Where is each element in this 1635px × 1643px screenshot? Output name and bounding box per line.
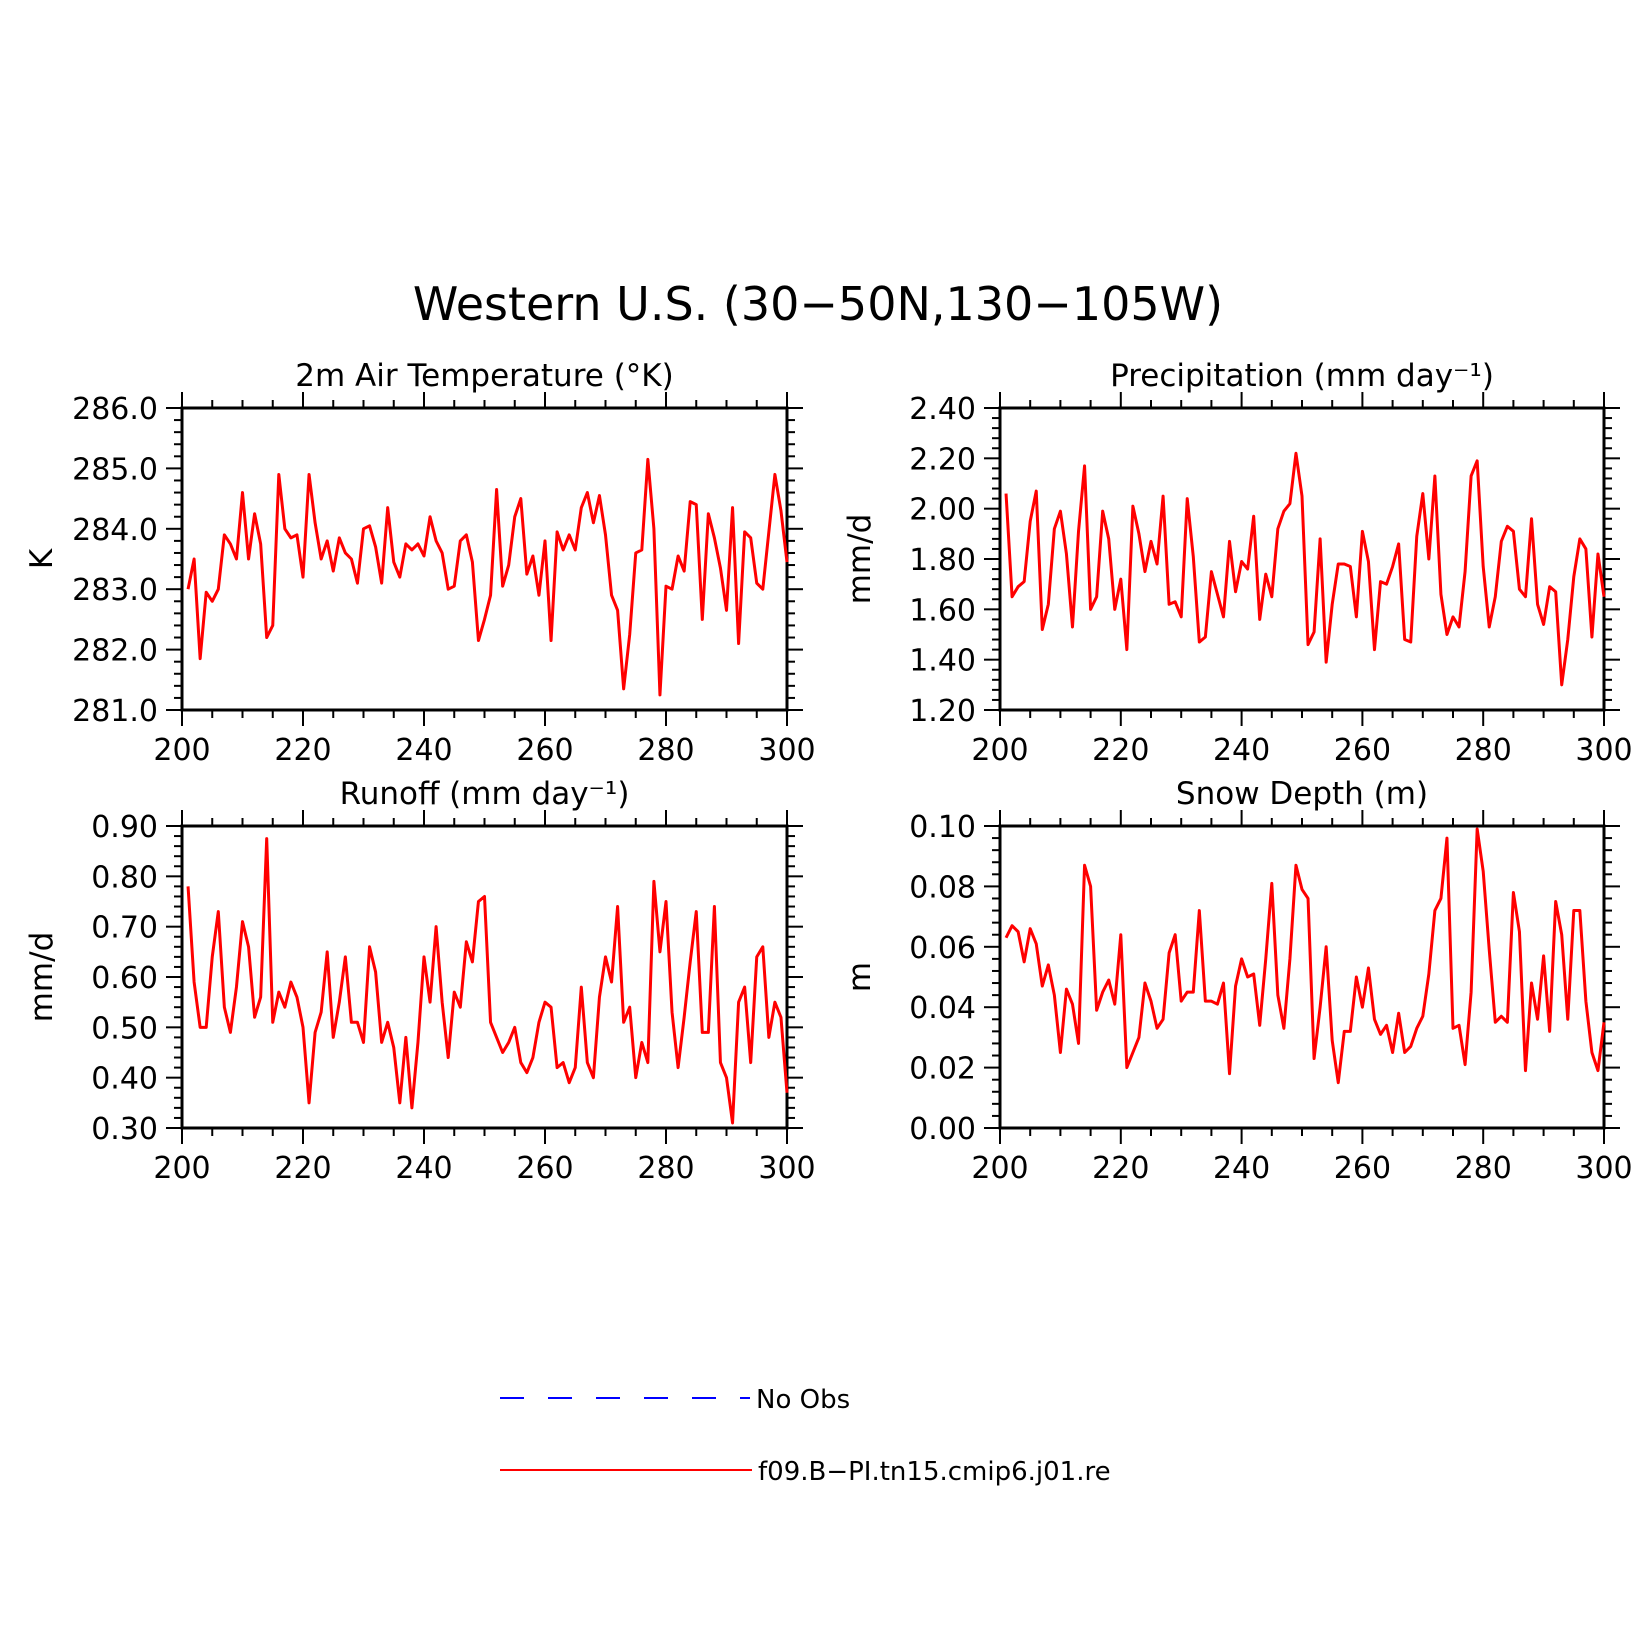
y-tick-label: 2.40 xyxy=(909,392,976,427)
x-tick-label: 260 xyxy=(516,733,573,768)
x-tick-label: 260 xyxy=(1334,1151,1391,1186)
y-tick-label: 0.80 xyxy=(91,860,158,895)
plot-frame xyxy=(998,406,1606,712)
panel-3: Runoff (mm day⁻¹) mm/d 200 220 240 260 280 300 0… xyxy=(24,776,816,1186)
y-tick-label: 281.0 xyxy=(72,694,158,729)
y-tick-label: 0.60 xyxy=(91,961,158,996)
y-axis-label: K xyxy=(24,548,60,569)
x-tick-label: 220 xyxy=(274,1151,331,1186)
x-tick-label: 220 xyxy=(274,733,331,768)
y-tick-label: 1.60 xyxy=(909,593,976,628)
panel-title: Precipitation (mm day⁻¹) xyxy=(1110,358,1494,394)
plot-frame xyxy=(180,406,789,712)
x-tick-label: 220 xyxy=(1092,733,1149,768)
y-tick-label: 283.0 xyxy=(72,573,158,608)
panel-title: 2m Air Temperature (°K) xyxy=(295,358,673,394)
y-axis-label: m xyxy=(842,962,878,992)
x-tick-label: 300 xyxy=(1575,1151,1632,1186)
y-tick-label: 0.70 xyxy=(91,911,158,946)
y-tick-label: 0.02 xyxy=(909,1052,976,1087)
y-tick-label: 1.20 xyxy=(909,694,976,729)
x-tick-label: 280 xyxy=(1455,1151,1512,1186)
x-tick-label: 300 xyxy=(758,733,815,768)
x-tick-label: 200 xyxy=(153,1151,210,1186)
x-tick-label: 240 xyxy=(1213,1151,1270,1186)
y-tick-label: 2.20 xyxy=(909,442,976,477)
panel-title: Snow Depth (m) xyxy=(1176,776,1428,812)
x-tick-label: 200 xyxy=(971,733,1028,768)
y-axis-label: mm/d xyxy=(842,514,878,605)
y-tick-label: 0.04 xyxy=(909,991,976,1026)
x-tick-label: 260 xyxy=(516,1151,573,1186)
x-tick-label: 240 xyxy=(395,733,452,768)
series-line-1 xyxy=(1004,827,1606,1085)
y-tick-label: 0.08 xyxy=(909,870,976,905)
panel-2: Precipitation (mm day⁻¹) mm/d 200 220 240 260… xyxy=(842,358,1633,768)
x-tick-label: 300 xyxy=(758,1151,815,1186)
series-line-1 xyxy=(186,837,789,1125)
legend: No Obs f09.B−PI.tn15.cmip6.j01.re xyxy=(500,1385,1111,1487)
x-tick-label: 220 xyxy=(1092,1151,1149,1186)
panel-title: Runoff (mm day⁻¹) xyxy=(340,776,630,812)
legend-label-obs: No Obs xyxy=(756,1385,850,1415)
x-tick-label: 200 xyxy=(971,1151,1028,1186)
panel-4: Snow Depth (m) m 200 220 240 260 280 300 0.00 0.0… xyxy=(842,776,1633,1186)
x-tick-label: 240 xyxy=(1213,733,1270,768)
y-tick-label: 284.0 xyxy=(72,513,158,548)
y-tick-label: 0.30 xyxy=(91,1112,158,1147)
x-tick-label: 200 xyxy=(153,733,210,768)
y-tick-label: 1.40 xyxy=(909,644,976,679)
panel-1: 2m Air Temperature (°K) K 200 220 240 260 280 3… xyxy=(24,358,816,768)
x-tick-label: 300 xyxy=(1575,733,1632,768)
y-tick-label: 285.0 xyxy=(72,452,158,487)
x-tick-label: 280 xyxy=(637,733,694,768)
y-axis-label: mm/d xyxy=(24,932,60,1023)
y-tick-label: 0.00 xyxy=(909,1112,976,1147)
series-line-1 xyxy=(1004,451,1606,687)
x-tick-label: 280 xyxy=(637,1151,694,1186)
x-tick-label: 260 xyxy=(1334,733,1391,768)
y-tick-label: 0.90 xyxy=(91,810,158,845)
y-tick-label: 286.0 xyxy=(72,392,158,427)
x-tick-label: 280 xyxy=(1455,733,1512,768)
y-tick-label: 0.50 xyxy=(91,1011,158,1046)
y-tick-label: 282.0 xyxy=(72,634,158,669)
y-tick-label: 1.80 xyxy=(909,543,976,578)
panels: 2m Air Temperature (°K) K 200 220 240 260 280 3… xyxy=(24,358,1633,1186)
legend-label-model: f09.B−PI.tn15.cmip6.j01.re xyxy=(758,1457,1111,1487)
x-tick-label: 240 xyxy=(395,1151,452,1186)
figure-title: Western U.S. (30−50N,130−105W) xyxy=(413,277,1223,331)
y-tick-label: 0.40 xyxy=(91,1062,158,1097)
y-tick-label: 0.06 xyxy=(909,931,976,966)
plot-frame xyxy=(998,824,1606,1130)
y-tick-label: 0.10 xyxy=(909,810,976,845)
y-tick-label: 2.00 xyxy=(909,493,976,528)
series-line-1 xyxy=(186,457,789,697)
